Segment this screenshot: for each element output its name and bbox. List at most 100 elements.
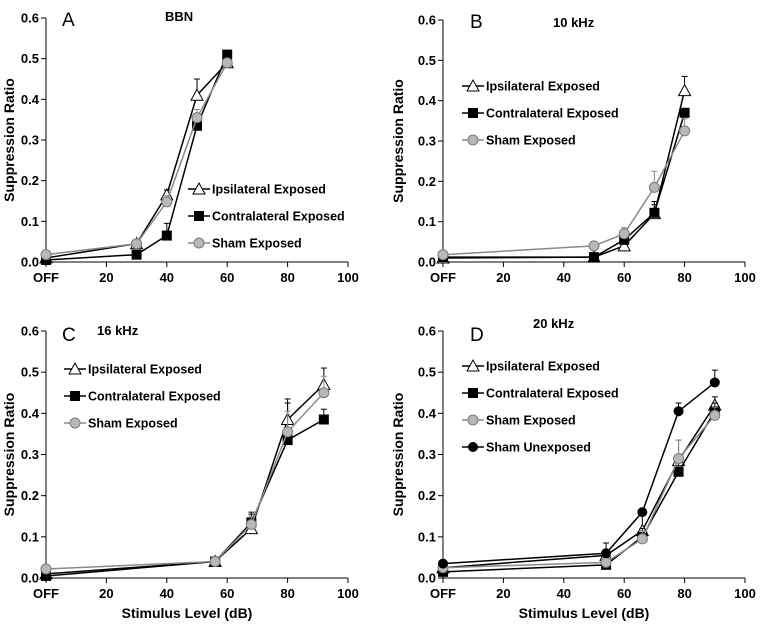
data-point [589,252,599,263]
x-tick-label: 60 [617,270,631,285]
y-tick-label: 0.1 [21,529,39,544]
x-tick-label: 40 [160,586,174,601]
legend-marker [468,442,478,452]
legend-label: Contralateral Exposed [486,387,619,401]
x-tick-label: 40 [557,270,571,285]
data-point [438,558,448,569]
legend-marker [466,78,480,92]
data-point [648,181,660,193]
series-line [442,404,716,569]
y-axis-label: Suppression Ratio [1,393,17,517]
data-point [161,230,172,241]
data-point [618,228,630,240]
x-tick-label: OFF [33,270,59,285]
series-sham-exposed [40,57,233,261]
y-tick-label: 0.6 [21,324,39,339]
data-point [131,238,143,250]
series-ipsilateral-exposed [436,75,692,264]
x-axis-label: Stimulus Level (dB) [519,605,650,621]
data-point [709,377,720,388]
legend-label: Ipsilateral Exposed [88,363,202,377]
legend-label: Ipsilateral Exposed [212,183,326,197]
y-tick-label: 0.5 [21,51,39,66]
x-tick-label: 20 [99,586,113,601]
data-point [600,556,612,568]
panel-label: C [62,325,76,346]
data-point [437,249,449,261]
legend-marker [468,108,478,118]
legend-label: Sham Exposed [212,237,302,251]
legend-label: Ipsilateral Exposed [486,80,600,94]
y-tick-label: 0.5 [21,365,39,380]
y-axis-label: Suppression Ratio [1,78,17,202]
y-tick-label: 0.2 [21,488,39,503]
x-axis-label: Stimulus Level (dB) [122,605,253,621]
series-sham-exposed [40,375,330,575]
legend: Ipsilateral Exposed Contralateral Exposed… [462,358,619,455]
x-tick-label: OFF [33,586,59,601]
legend-marker [466,358,480,372]
data-point [318,387,330,399]
y-tick-label: 0.6 [21,11,39,26]
legend-label: Sham Exposed [486,414,576,428]
legend-marker [192,181,206,195]
panel-title: 16 kHz [97,323,139,338]
data-point [673,453,685,465]
data-point [190,88,204,101]
legend-label: Sham Exposed [486,134,576,148]
data-point [679,107,690,118]
series-contralateral-exposed [41,49,233,265]
series-line [442,410,716,573]
legend-label: Sham Unexposed [486,441,591,455]
legend-marker [70,391,80,401]
panel-label: D [470,325,484,346]
x-tick-label: 20 [99,270,113,285]
legend-marker [467,134,479,146]
data-point [588,240,600,252]
y-axis-label: Suppression Ratio [390,79,406,203]
series-sham-exposed [437,406,721,574]
y-tick-label: 0.1 [418,529,436,544]
panel-d: 0.0 0.1 0.2 0.3 0.4 0.5 0.6 OFF 20 40 60 80 100 Suppr… [390,316,756,621]
data-point [161,196,173,208]
legend-label: Contralateral Exposed [486,107,619,121]
x-tick-label: 60 [220,270,234,285]
x-tick-label: 80 [677,586,691,601]
data-point [673,406,684,417]
x-tick-label: 100 [337,270,359,285]
data-point [191,112,203,124]
y-tick-label: 0.4 [21,92,40,107]
data-point [709,409,721,421]
legend: Ipsilateral Exposed Contralateral Exposed… [462,78,619,148]
x-tick-label: 40 [160,270,174,285]
y-tick-label: 0.6 [418,13,436,28]
data-point [673,466,684,477]
panel-a: 0.0 0.1 0.2 0.3 0.4 0.5 0.6 OFF 20 40 60 80 100 Suppr… [1,9,359,285]
series-contralateral-exposed [438,402,720,577]
y-tick-label: 0.0 [418,255,436,270]
y-tick-label: 0.5 [418,365,436,380]
data-point [637,507,648,518]
panel-c: 0.0 0.1 0.2 0.3 0.4 0.5 0.6 OFF 20 40 60 80 100 Suppr… [1,323,359,621]
data-point [40,249,52,261]
y-tick-label: 0.2 [418,488,436,503]
legend-marker [68,361,82,375]
x-tick-label: OFF [430,586,456,601]
series-line [442,130,686,256]
data-point [209,556,221,568]
y-tick-label: 0.4 [418,93,437,108]
x-tick-label: 60 [220,586,234,601]
panel-title: 20 kHz [533,316,575,331]
data-point [221,57,233,69]
y-axis-label: Suppression Ratio [390,393,406,517]
data-point [282,426,294,438]
x-tick-label: 60 [617,586,631,601]
series-line [45,62,228,259]
legend-marker [69,417,81,429]
series-ipsilateral-exposed [39,55,235,264]
y-tick-label: 0.0 [21,255,39,270]
y-tick-label: 0.0 [418,571,436,586]
data-point [131,249,142,260]
panel-title: 10 kHz [553,15,595,30]
x-tick-label: 100 [337,586,359,601]
